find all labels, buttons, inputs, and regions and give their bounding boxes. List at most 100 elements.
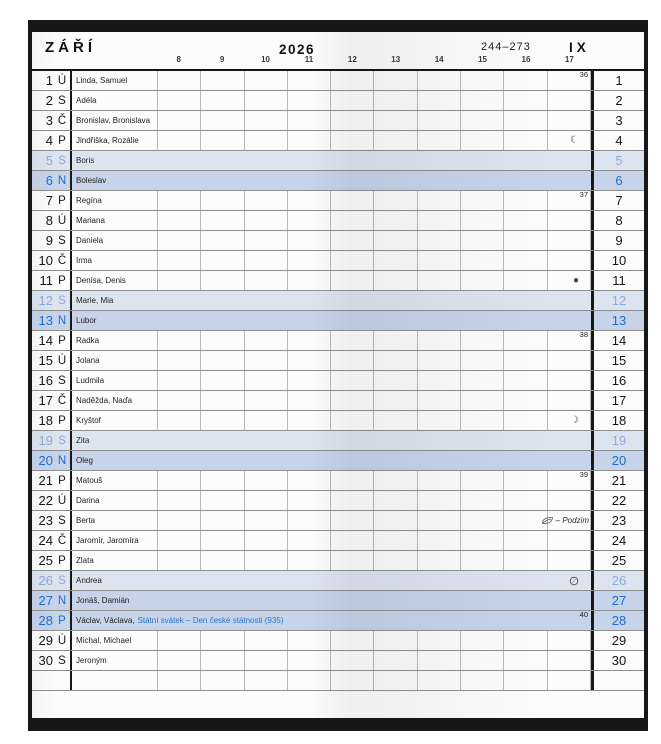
name-day-names: Marie, Mia bbox=[76, 296, 114, 305]
hour-cell bbox=[416, 191, 460, 210]
month-roman-numeral: IX bbox=[569, 40, 590, 55]
hours-area bbox=[157, 591, 591, 610]
day-number-right: 5 bbox=[591, 151, 644, 170]
calendar-row-day-11: 11 P Denisa, Denis ● 11 bbox=[32, 271, 644, 291]
names-cell bbox=[72, 671, 157, 690]
day-number-right: 7 bbox=[591, 191, 644, 210]
hour-cell bbox=[286, 671, 330, 690]
day-number-right: 11 bbox=[591, 271, 644, 290]
hour-cell bbox=[330, 91, 373, 110]
hours-area bbox=[157, 171, 591, 190]
hour-cell bbox=[416, 531, 460, 550]
hour-cell bbox=[460, 391, 503, 410]
hour-cell bbox=[460, 551, 503, 570]
hour-cell bbox=[243, 371, 287, 390]
hour-cell bbox=[157, 631, 200, 650]
hour-cell bbox=[460, 331, 503, 350]
hour-cell bbox=[243, 211, 287, 230]
calendar-row-day-16: 16 S Ludmila 16 bbox=[32, 371, 644, 391]
hour-cell bbox=[546, 491, 591, 510]
hour-cell bbox=[546, 631, 591, 650]
left-day-cell: 11 P bbox=[32, 271, 72, 290]
hour-cell bbox=[503, 91, 546, 110]
calendar-row-day-19: 19 S Zita 19 bbox=[32, 431, 644, 451]
hour-cell bbox=[503, 671, 546, 690]
calendar-row-day-12: 12 S Marie, Mia 12 bbox=[32, 291, 644, 311]
calendar-row-day-15: 15 Ú Jolana 15 bbox=[32, 351, 644, 371]
hour-cell bbox=[373, 191, 416, 210]
hour-cell bbox=[546, 211, 591, 230]
hour-cell bbox=[243, 531, 287, 550]
hour-cell bbox=[373, 491, 416, 510]
names-cell: Bronislav, Bronislava bbox=[72, 111, 157, 130]
weekday-letter: Ú bbox=[57, 74, 67, 87]
hour-cell bbox=[286, 531, 330, 550]
day-number-left: 26 bbox=[38, 573, 53, 588]
day-number-right: 8 bbox=[591, 211, 644, 230]
names-cell: Daniela bbox=[72, 231, 157, 250]
hour-cell bbox=[286, 391, 330, 410]
hour-cell bbox=[503, 111, 546, 130]
hour-cell bbox=[330, 631, 373, 650]
hour-cell bbox=[546, 371, 591, 390]
hour-cell bbox=[330, 371, 373, 390]
hour-cell bbox=[200, 491, 243, 510]
name-day-names: Berta bbox=[76, 516, 96, 525]
day-number-right: 25 bbox=[591, 551, 644, 570]
names-cell: Andrea bbox=[72, 571, 157, 590]
day-number-left: 12 bbox=[38, 293, 53, 308]
first-quarter-moon-icon: ☽ bbox=[570, 414, 579, 426]
hour-cell bbox=[503, 331, 546, 350]
hour-cell bbox=[503, 191, 546, 210]
weekday-letter: S bbox=[58, 654, 66, 667]
weekday-letter: S bbox=[58, 434, 66, 447]
name-day-names: Jindřiška, Rozálie bbox=[76, 136, 139, 145]
hour-cell bbox=[157, 231, 200, 250]
names-cell: Václav, Václava, Státní svátek – Den česk… bbox=[72, 611, 283, 630]
names-cell: Jonáš, Damián bbox=[72, 591, 157, 610]
names-cell: Lubor bbox=[72, 311, 157, 330]
hours-area bbox=[157, 351, 591, 370]
day-number-right: 9 bbox=[591, 231, 644, 250]
name-day-names: Jonáš, Damián bbox=[76, 596, 130, 605]
day-number-left: 15 bbox=[38, 353, 53, 368]
left-day-cell: 25 P bbox=[32, 551, 72, 570]
weekday-letter: N bbox=[57, 314, 67, 327]
weekday-letter: N bbox=[57, 174, 67, 187]
hour-cell bbox=[157, 531, 200, 550]
day-number-right: 1 bbox=[591, 71, 644, 90]
hour-cell bbox=[416, 71, 460, 90]
day-number-left: 22 bbox=[38, 493, 53, 508]
hour-cell bbox=[546, 531, 591, 550]
hour-cell bbox=[373, 251, 416, 270]
weekday-letter: N bbox=[57, 454, 67, 467]
calendar-row-day-1: 1 Ú Linda, Samuel 36 1 bbox=[32, 71, 644, 91]
day-number-right: 3 bbox=[591, 111, 644, 130]
hour-cell bbox=[157, 271, 200, 290]
hour-cell bbox=[503, 211, 546, 230]
hour-cell bbox=[460, 111, 503, 130]
hour-cell bbox=[546, 471, 591, 490]
hour-cell bbox=[373, 551, 416, 570]
hour-cell bbox=[416, 671, 460, 690]
hour-cell bbox=[243, 131, 287, 150]
calendar-row-day-26: 26 S Andrea 26 bbox=[32, 571, 644, 591]
day-number-right: 21 bbox=[591, 471, 644, 490]
hour-cell bbox=[503, 651, 546, 670]
names-cell: Denisa, Denis bbox=[72, 271, 157, 290]
hour-cell bbox=[200, 511, 243, 530]
hour-cell bbox=[286, 491, 330, 510]
day-number-right: 16 bbox=[591, 371, 644, 390]
hours-area bbox=[157, 91, 591, 110]
hours-area: 36 bbox=[157, 71, 591, 90]
day-number-left: 21 bbox=[38, 473, 53, 488]
weekday-letter: P bbox=[58, 614, 66, 627]
autumn-season-text: – Podzim bbox=[555, 516, 589, 525]
hour-cell bbox=[373, 351, 416, 370]
hour-cell bbox=[460, 271, 503, 290]
hour-cell bbox=[503, 531, 546, 550]
hour-cell bbox=[243, 631, 287, 650]
name-day-names: Kryštof bbox=[76, 416, 101, 425]
